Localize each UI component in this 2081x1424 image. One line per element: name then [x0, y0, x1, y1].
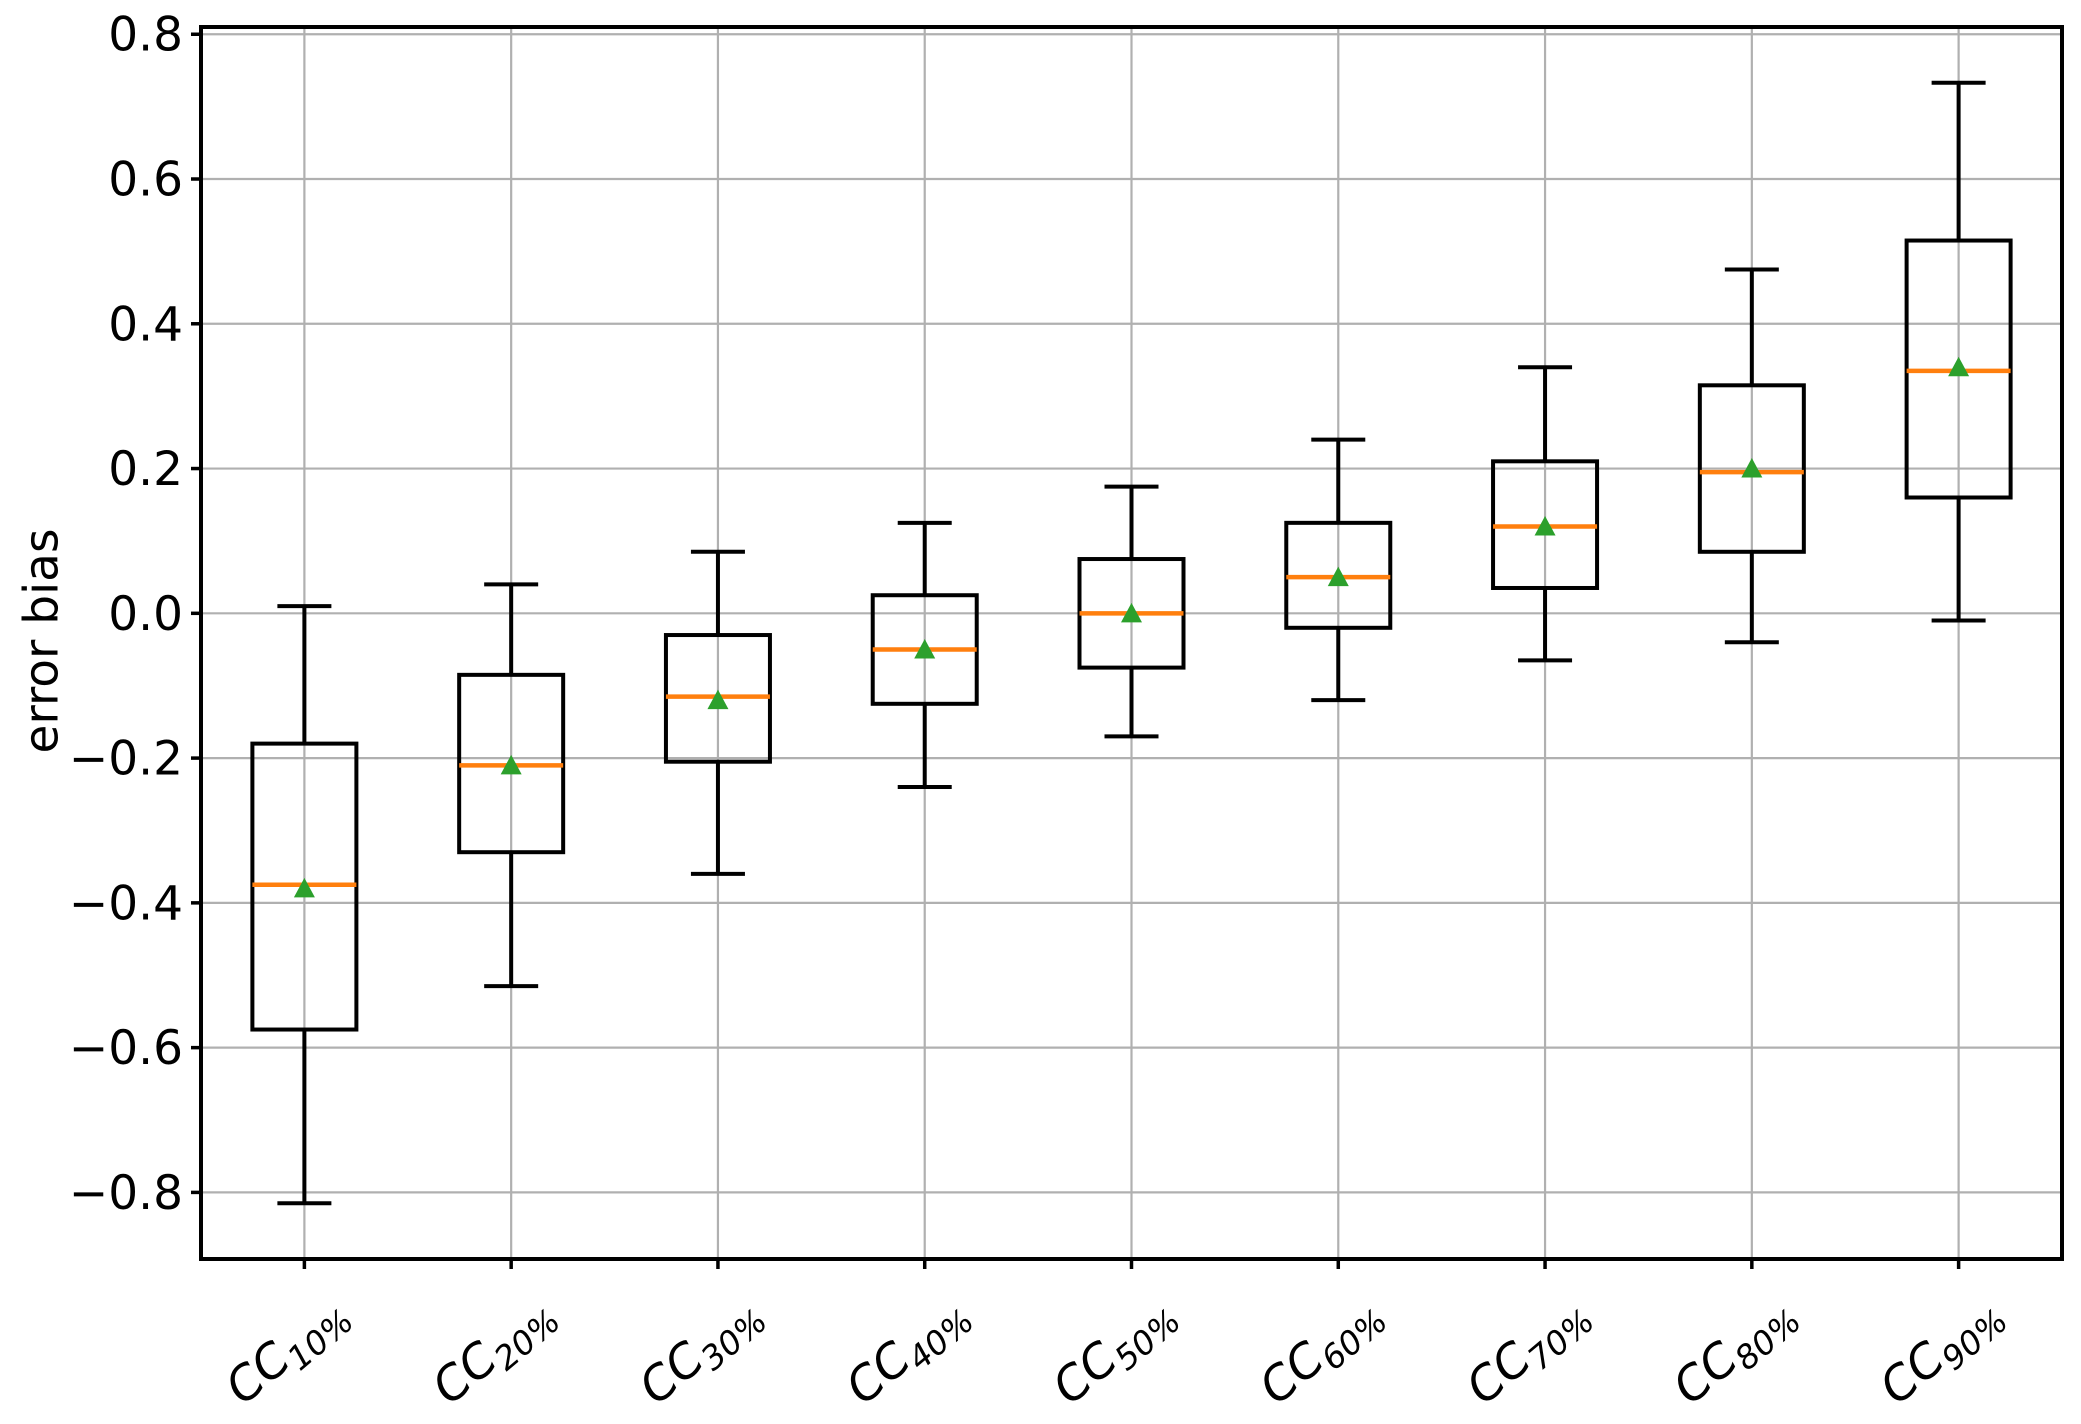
boxplot-group-CC80% [1697, 267, 1806, 645]
boxplot-group-CC40% [870, 520, 979, 790]
y-tick-label: 0.0 [108, 587, 183, 642]
boxplot-group-CC90% [1904, 80, 2013, 623]
y-axis: 0.8 0.6 0.4 0.2 0.0 −0.2 −0.4 −0.6 −0.8 [69, 8, 201, 1221]
boxplot-group-CC70% [1491, 365, 1600, 663]
boxplot-group-CC10% [250, 604, 359, 1206]
mean-marker [914, 639, 936, 659]
y-tick-label: 0.2 [108, 442, 183, 497]
y-tick-label: −0.6 [69, 1021, 183, 1076]
boxplot-group-CC50% [1077, 484, 1186, 739]
mean-marker [1327, 566, 1349, 587]
mean-marker [293, 877, 315, 898]
boxplot-group-CC30% [663, 549, 772, 876]
iqr-box [1697, 383, 1806, 554]
mean-marker [500, 754, 522, 775]
y-tick-label: 0.4 [108, 297, 183, 352]
mean-marker [1121, 602, 1142, 623]
y-tick-label: −0.4 [69, 876, 183, 931]
y-tick-label: 0.8 [108, 8, 183, 63]
y-tick-label: −0.2 [69, 732, 183, 787]
y-tick-label: −0.8 [69, 1166, 183, 1221]
mean-marker [707, 689, 729, 710]
y-tick-label: 0.6 [108, 153, 183, 208]
boxplot-group-CC60% [1284, 437, 1393, 703]
boxplot-group-CC20% [457, 582, 566, 989]
mean-marker [1948, 356, 1970, 377]
mean-marker [1741, 458, 1763, 478]
mean-marker [1534, 515, 1556, 536]
y-axis-label: error bias [14, 528, 70, 754]
